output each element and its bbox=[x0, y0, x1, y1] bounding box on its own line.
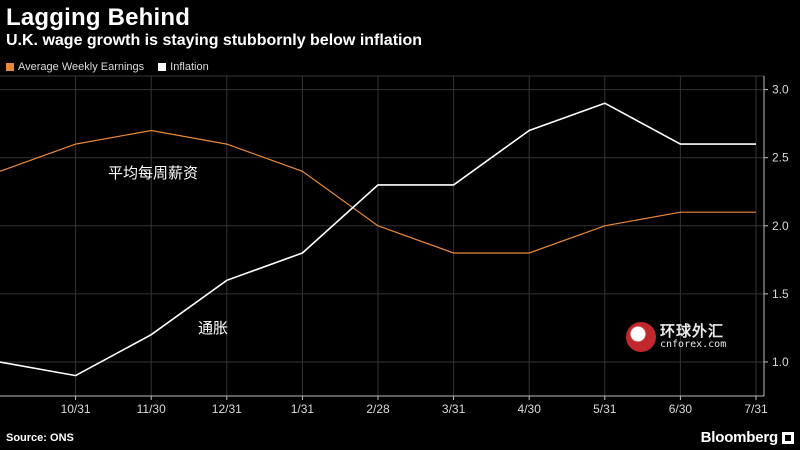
watermark: 环球外汇 cnforex.com bbox=[626, 320, 746, 354]
grid bbox=[0, 75, 764, 396]
x-tick-label: 1/31 bbox=[291, 402, 315, 416]
watermark-logo-icon bbox=[626, 322, 656, 352]
bloomberg-logo: Bloomberg bbox=[700, 429, 779, 446]
annotation-inflation: 通胀 bbox=[198, 319, 229, 337]
series-line-earnings bbox=[0, 129, 756, 254]
x-tick-label: 12/31 bbox=[212, 402, 242, 416]
x-tick-label: 6/30 bbox=[669, 402, 693, 416]
x-tick-label: 7/31 bbox=[744, 402, 768, 416]
legend-swatch-inflation bbox=[158, 63, 167, 71]
x-tick-label: 11/30 bbox=[137, 402, 166, 416]
x-tick-label: 2/28 bbox=[366, 402, 390, 416]
legend-label-earnings: Average Weekly Earnings bbox=[18, 61, 145, 73]
series-line-inflation bbox=[0, 102, 756, 377]
chart-title: Lagging Behind bbox=[6, 4, 191, 31]
annotation-earnings: 平均每周薪资 bbox=[108, 164, 199, 182]
legend-swatch-earnings bbox=[6, 63, 14, 71]
y-tick-label: 2.5 bbox=[772, 151, 789, 165]
y-tick-label: 3.0 bbox=[772, 83, 789, 97]
x-tick-label: 10/31 bbox=[61, 402, 91, 416]
tick-labels: 1.0 1.5 2.0 2.5 3.0 10/31 11/30 12/31 1/31 2/28 3/… bbox=[61, 83, 789, 416]
legend-label-inflation: Inflation bbox=[170, 61, 209, 73]
x-tick-label: 3/31 bbox=[442, 402, 466, 416]
chart-subtitle: U.K. wage growth is staying stubbornly b… bbox=[6, 32, 423, 49]
axes bbox=[0, 76, 768, 400]
x-tick-label: 4/30 bbox=[518, 402, 542, 416]
legend-item-inflation: Inflation bbox=[158, 61, 209, 73]
watermark-name: 环球外汇 bbox=[660, 322, 725, 340]
y-tick-label: 1.5 bbox=[772, 287, 789, 301]
legend-item-earnings: Average Weekly Earnings bbox=[6, 61, 144, 73]
bloomberg-mark-icon bbox=[782, 432, 794, 444]
watermark-site: cnforex.com bbox=[660, 339, 727, 350]
x-tick-label: 5/31 bbox=[593, 402, 617, 416]
y-tick-label: 2.0 bbox=[772, 219, 789, 233]
series-group bbox=[0, 102, 756, 377]
source-note: Source: ONS bbox=[6, 432, 74, 444]
legend: Average Weekly Earnings Inflation bbox=[6, 61, 209, 73]
y-tick-label: 1.0 bbox=[772, 355, 789, 369]
